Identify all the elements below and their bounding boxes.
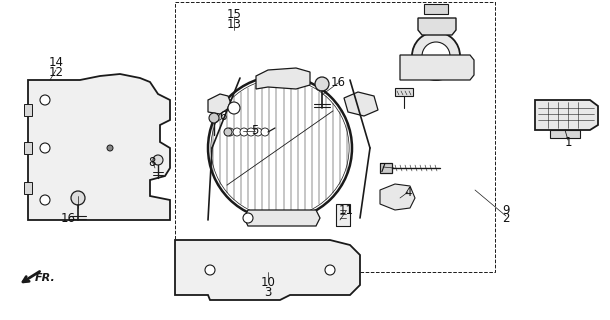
Circle shape: [240, 128, 248, 136]
Circle shape: [261, 128, 269, 136]
Text: 4: 4: [404, 186, 412, 198]
Circle shape: [40, 195, 50, 205]
Circle shape: [325, 265, 335, 275]
Text: 15: 15: [226, 9, 242, 21]
Circle shape: [153, 155, 163, 165]
Polygon shape: [256, 68, 310, 89]
Polygon shape: [175, 240, 360, 300]
Bar: [550, 130, 580, 138]
Text: 14: 14: [49, 57, 63, 69]
Circle shape: [209, 113, 219, 123]
Circle shape: [315, 77, 329, 91]
Polygon shape: [380, 184, 415, 210]
Circle shape: [40, 95, 50, 105]
Bar: [380, 163, 392, 173]
Text: 6: 6: [219, 110, 227, 124]
Polygon shape: [418, 18, 456, 35]
Text: 1: 1: [564, 135, 572, 148]
Text: 16: 16: [60, 212, 76, 225]
Text: FR.: FR.: [35, 273, 56, 283]
Circle shape: [254, 128, 262, 136]
Text: 11: 11: [339, 204, 354, 218]
Circle shape: [422, 42, 450, 70]
Circle shape: [208, 76, 352, 220]
Text: 2: 2: [502, 212, 510, 226]
Bar: [175, 2, 495, 272]
Text: 10: 10: [260, 276, 276, 290]
Polygon shape: [344, 92, 378, 116]
Bar: [395, 88, 413, 96]
Text: 13: 13: [226, 18, 242, 30]
Text: 8: 8: [148, 156, 156, 169]
Circle shape: [233, 128, 241, 136]
Circle shape: [412, 32, 460, 80]
Polygon shape: [244, 210, 320, 226]
Circle shape: [247, 128, 255, 136]
Bar: [24, 104, 32, 116]
Circle shape: [71, 191, 85, 205]
Polygon shape: [400, 55, 474, 80]
Circle shape: [40, 143, 50, 153]
Text: 7: 7: [379, 162, 387, 174]
Text: 9: 9: [502, 204, 510, 217]
Bar: [24, 142, 32, 154]
Circle shape: [243, 213, 253, 223]
Polygon shape: [424, 4, 448, 14]
Text: 12: 12: [49, 67, 63, 79]
Circle shape: [226, 128, 234, 136]
Polygon shape: [535, 100, 598, 130]
Circle shape: [211, 79, 349, 217]
Circle shape: [107, 145, 113, 151]
Bar: [336, 204, 350, 226]
Circle shape: [205, 265, 215, 275]
Text: 5: 5: [251, 124, 259, 137]
Circle shape: [228, 102, 240, 114]
Circle shape: [224, 128, 232, 136]
Text: 16: 16: [331, 76, 345, 89]
Text: 3: 3: [264, 285, 271, 299]
Polygon shape: [28, 74, 170, 220]
Polygon shape: [208, 94, 232, 114]
Bar: [24, 182, 32, 194]
